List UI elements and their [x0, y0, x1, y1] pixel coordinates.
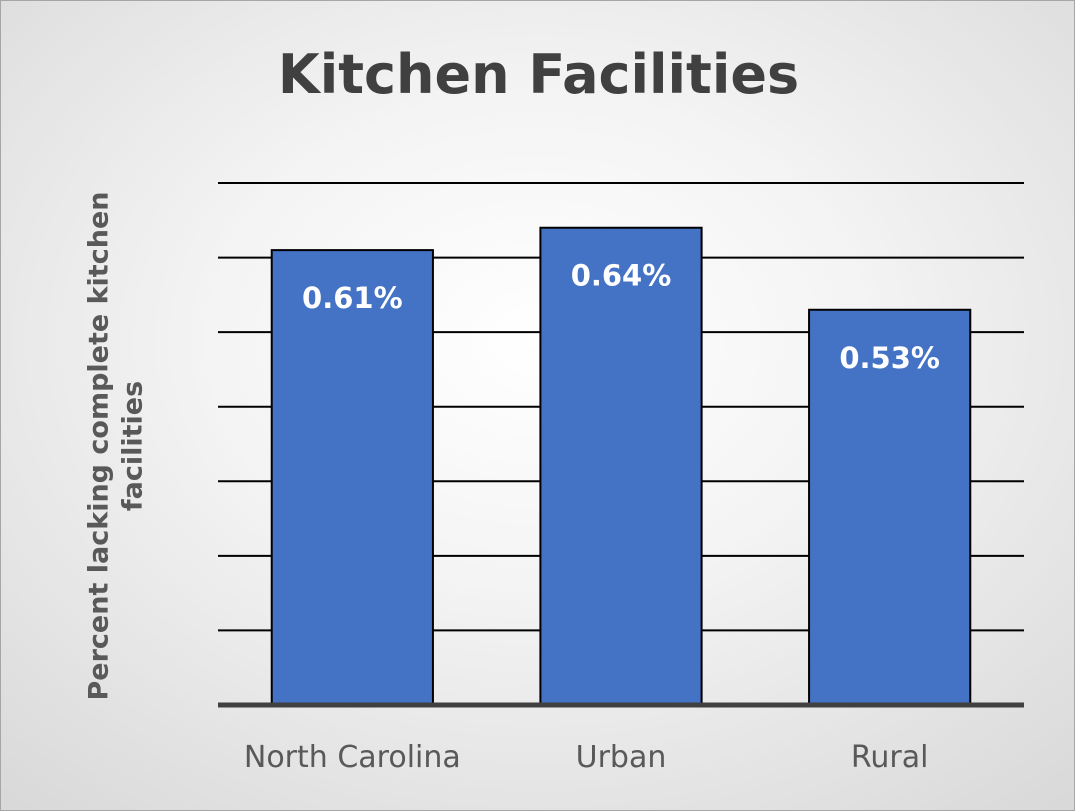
bar-urban [539, 226, 703, 706]
chart-title: Kitchen Facilities [277, 43, 800, 106]
data-label-rural: 0.53% [839, 341, 940, 375]
x-tick-label-north-carolina: North Carolina [244, 740, 461, 775]
bar-north-carolina [270, 249, 434, 706]
x-tick-label-urban: Urban [576, 740, 667, 775]
x-tick-label-rural: Rural [851, 740, 929, 775]
bar-rural [808, 308, 972, 706]
data-label-urban: 0.64% [571, 259, 672, 293]
data-label-north-carolina: 0.61% [302, 281, 403, 315]
